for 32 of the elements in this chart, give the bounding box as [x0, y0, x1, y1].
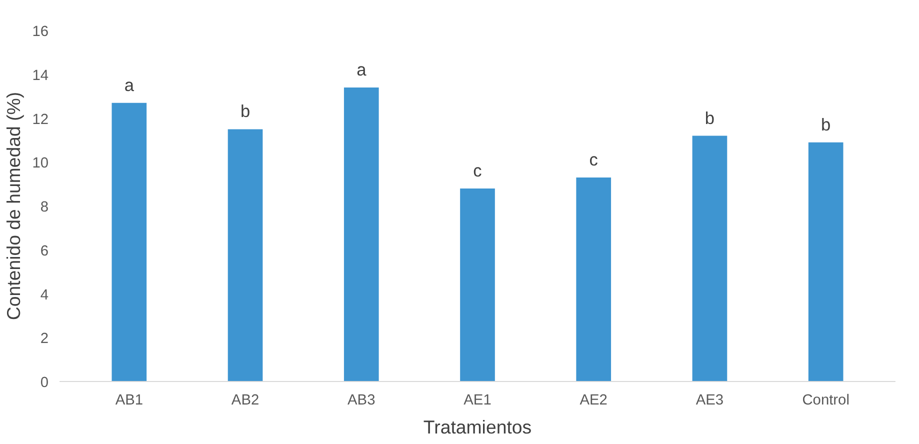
- annotation: c: [589, 149, 598, 170]
- annotation: a: [124, 74, 134, 95]
- y-tick-label: 4: [40, 287, 49, 304]
- bar: [228, 129, 263, 382]
- x-tick-label: AE1: [464, 392, 492, 408]
- y-tick-label: 14: [32, 68, 49, 84]
- bar: [460, 188, 495, 382]
- x-tick-label: Control: [802, 392, 850, 408]
- bar: [576, 177, 612, 382]
- x-axis-title: Tratamientos: [423, 416, 532, 438]
- annotation: b: [704, 108, 715, 128]
- x-tick-label: AE2: [580, 392, 608, 408]
- y-tick-label: 2: [40, 331, 49, 348]
- bar: [692, 136, 728, 382]
- bar: [112, 102, 147, 382]
- y-tick-label: 0: [40, 375, 49, 391]
- x-tick-label: AB3: [348, 392, 376, 408]
- y-axis-title: Contenido de humedad (%): [3, 92, 24, 320]
- annotation: a: [356, 60, 367, 80]
- bar: [344, 88, 379, 382]
- bar: [808, 142, 844, 382]
- y-tick-label: 12: [32, 112, 49, 128]
- y-tick-label: 6: [40, 243, 49, 260]
- x-tick-label: AB2: [231, 392, 260, 408]
- annotation: b: [821, 114, 831, 134]
- x-tick-label: AB1: [115, 392, 144, 408]
- y-tick-label: 8: [40, 200, 49, 216]
- annotation: c: [473, 160, 482, 180]
- annotation: b: [240, 101, 250, 122]
- y-tick-label: 10: [32, 156, 49, 172]
- y-tick-label: 16: [32, 24, 49, 40]
- x-tick-label: AE3: [696, 392, 724, 408]
